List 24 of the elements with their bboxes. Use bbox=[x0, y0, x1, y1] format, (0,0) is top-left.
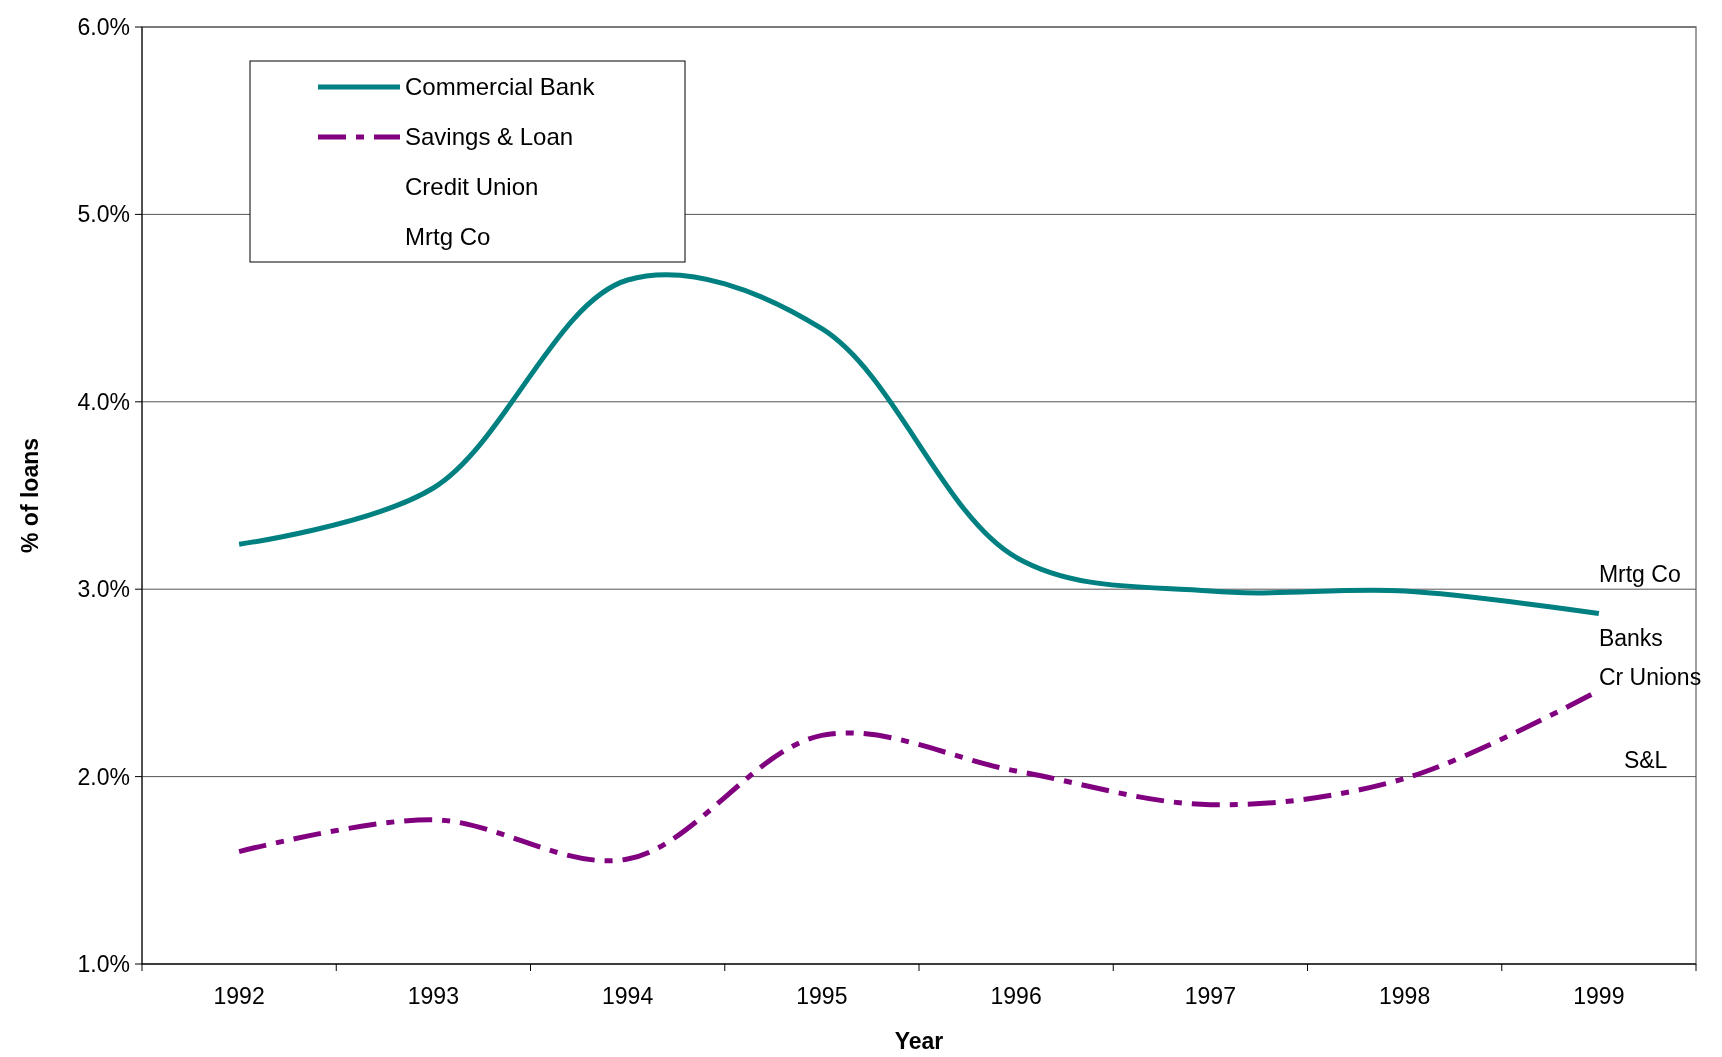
y-axis-title: % of loans bbox=[17, 437, 43, 554]
x-tick-label: 1992 bbox=[213, 983, 265, 1009]
legend-label: Savings & Loan bbox=[405, 123, 574, 151]
annotation: Banks bbox=[1598, 625, 1663, 652]
text: Mrtg Co bbox=[405, 223, 491, 251]
x-tick-label: 1996 bbox=[990, 983, 1042, 1009]
y-tick-label: 2.0% bbox=[77, 763, 130, 790]
x-tick-label: 1998 bbox=[1379, 983, 1431, 1009]
annotation: Mrtg Co bbox=[1598, 561, 1681, 588]
x-tick-label: 1995 bbox=[796, 983, 848, 1009]
y-tick-label: 1.0% bbox=[77, 951, 130, 978]
annotation: Cr Unions bbox=[1598, 664, 1702, 691]
y-tick-label: 4.0% bbox=[77, 388, 130, 415]
annotation: S&L bbox=[1623, 747, 1668, 774]
x-tick-label: 1994 bbox=[602, 983, 654, 1009]
y-tick-label: 6.0% bbox=[77, 14, 130, 41]
x-tick-label: 1999 bbox=[1573, 983, 1625, 1009]
x-tick-label: 1997 bbox=[1184, 983, 1236, 1009]
y-tick-label: 3.0% bbox=[77, 576, 130, 603]
x-tick-label: 1993 bbox=[407, 983, 459, 1009]
text: Credit Union bbox=[405, 173, 539, 201]
y-tick-label: 5.0% bbox=[77, 201, 130, 228]
legend-label: Commercial Bank bbox=[405, 73, 596, 101]
x-axis-title: Year bbox=[894, 1028, 944, 1054]
